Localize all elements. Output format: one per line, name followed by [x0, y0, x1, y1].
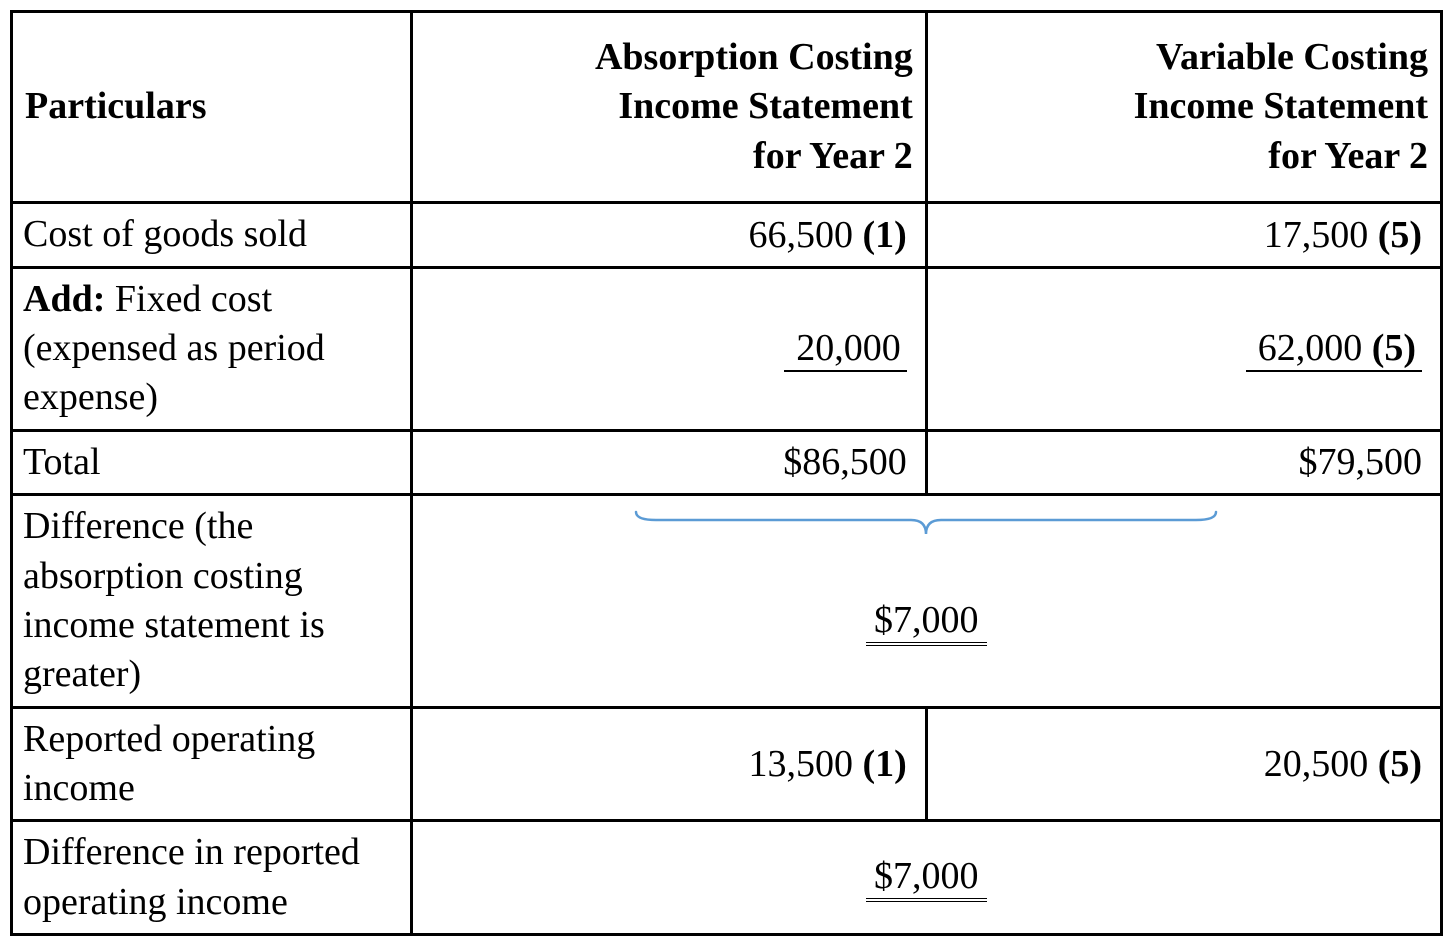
total-variable: $79,500 [926, 430, 1441, 494]
header-absorption: Absorption CostingIncome Statementfor Ye… [411, 12, 926, 203]
diff-expense-label: Difference (the absorption costing incom… [12, 495, 412, 708]
total-label: Total [12, 430, 412, 494]
fixed-cost-label: Add: Fixed cost (expensed as period expe… [12, 267, 412, 430]
op-income-label: Reported operating income [12, 707, 412, 821]
table-header-row: Particulars Absorption CostingIncome Sta… [12, 12, 1442, 203]
cogs-absorption: 66,500 (1) [411, 203, 926, 267]
diff-income-value: $7,000 [866, 854, 987, 902]
op-income-variable: 20,500 (5) [926, 707, 1441, 821]
costing-comparison-table: Particulars Absorption CostingIncome Sta… [10, 10, 1443, 936]
table-row: Add: Fixed cost (expensed as period expe… [12, 267, 1442, 430]
table-row: Reported operating income 13,500 (1) 20,… [12, 707, 1442, 821]
table-row: Difference (the absorption costing incom… [12, 495, 1442, 708]
diff-expense-value: $7,000 [866, 598, 987, 646]
table-row: Total $86,500 $79,500 [12, 430, 1442, 494]
header-variable: Variable CostingIncome Statementfor Year… [926, 12, 1441, 203]
fixed-cost-absorption: 20,000 [411, 267, 926, 430]
table-row: Cost of goods sold 66,500 (1) 17,500 (5) [12, 203, 1442, 267]
brace-icon [626, 506, 1226, 546]
total-absorption: $86,500 [411, 430, 926, 494]
diff-income-label: Difference in reported operating income [12, 821, 412, 935]
op-income-absorption: 13,500 (1) [411, 707, 926, 821]
table-row: Difference in reported operating income … [12, 821, 1442, 935]
comparison-table-wrapper: Particulars Absorption CostingIncome Sta… [10, 10, 1443, 936]
fixed-cost-variable: 62,000 (5) [926, 267, 1441, 430]
diff-income-value-cell: $7,000 [411, 821, 1441, 935]
cogs-variable: 17,500 (5) [926, 203, 1441, 267]
header-particulars: Particulars [12, 12, 412, 203]
diff-expense-value-cell: $7,000 [411, 495, 1441, 708]
cogs-label: Cost of goods sold [12, 203, 412, 267]
